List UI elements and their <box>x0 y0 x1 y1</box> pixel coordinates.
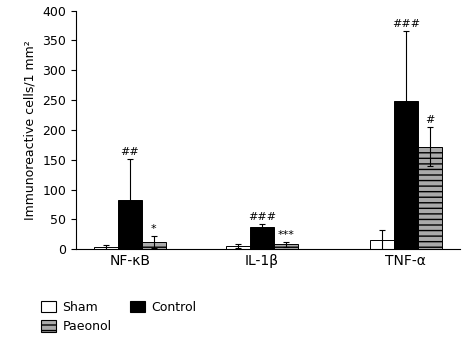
Bar <box>370 240 394 249</box>
Bar <box>226 246 250 249</box>
Bar <box>118 200 142 249</box>
Text: ###: ### <box>248 212 276 222</box>
Bar <box>394 101 418 249</box>
Bar <box>250 226 274 249</box>
Bar <box>94 247 118 249</box>
Text: ###: ### <box>392 19 420 29</box>
Y-axis label: Immunoreactive cells/1 mm²: Immunoreactive cells/1 mm² <box>24 40 36 220</box>
Text: *: * <box>151 224 156 234</box>
Legend: Sham, Paeonol, Control: Sham, Paeonol, Control <box>36 296 201 338</box>
Bar <box>418 147 442 249</box>
Text: #: # <box>425 115 435 125</box>
Bar <box>274 245 298 249</box>
Text: ##: ## <box>120 147 139 157</box>
Text: ***: *** <box>277 230 294 240</box>
Bar <box>142 242 166 249</box>
